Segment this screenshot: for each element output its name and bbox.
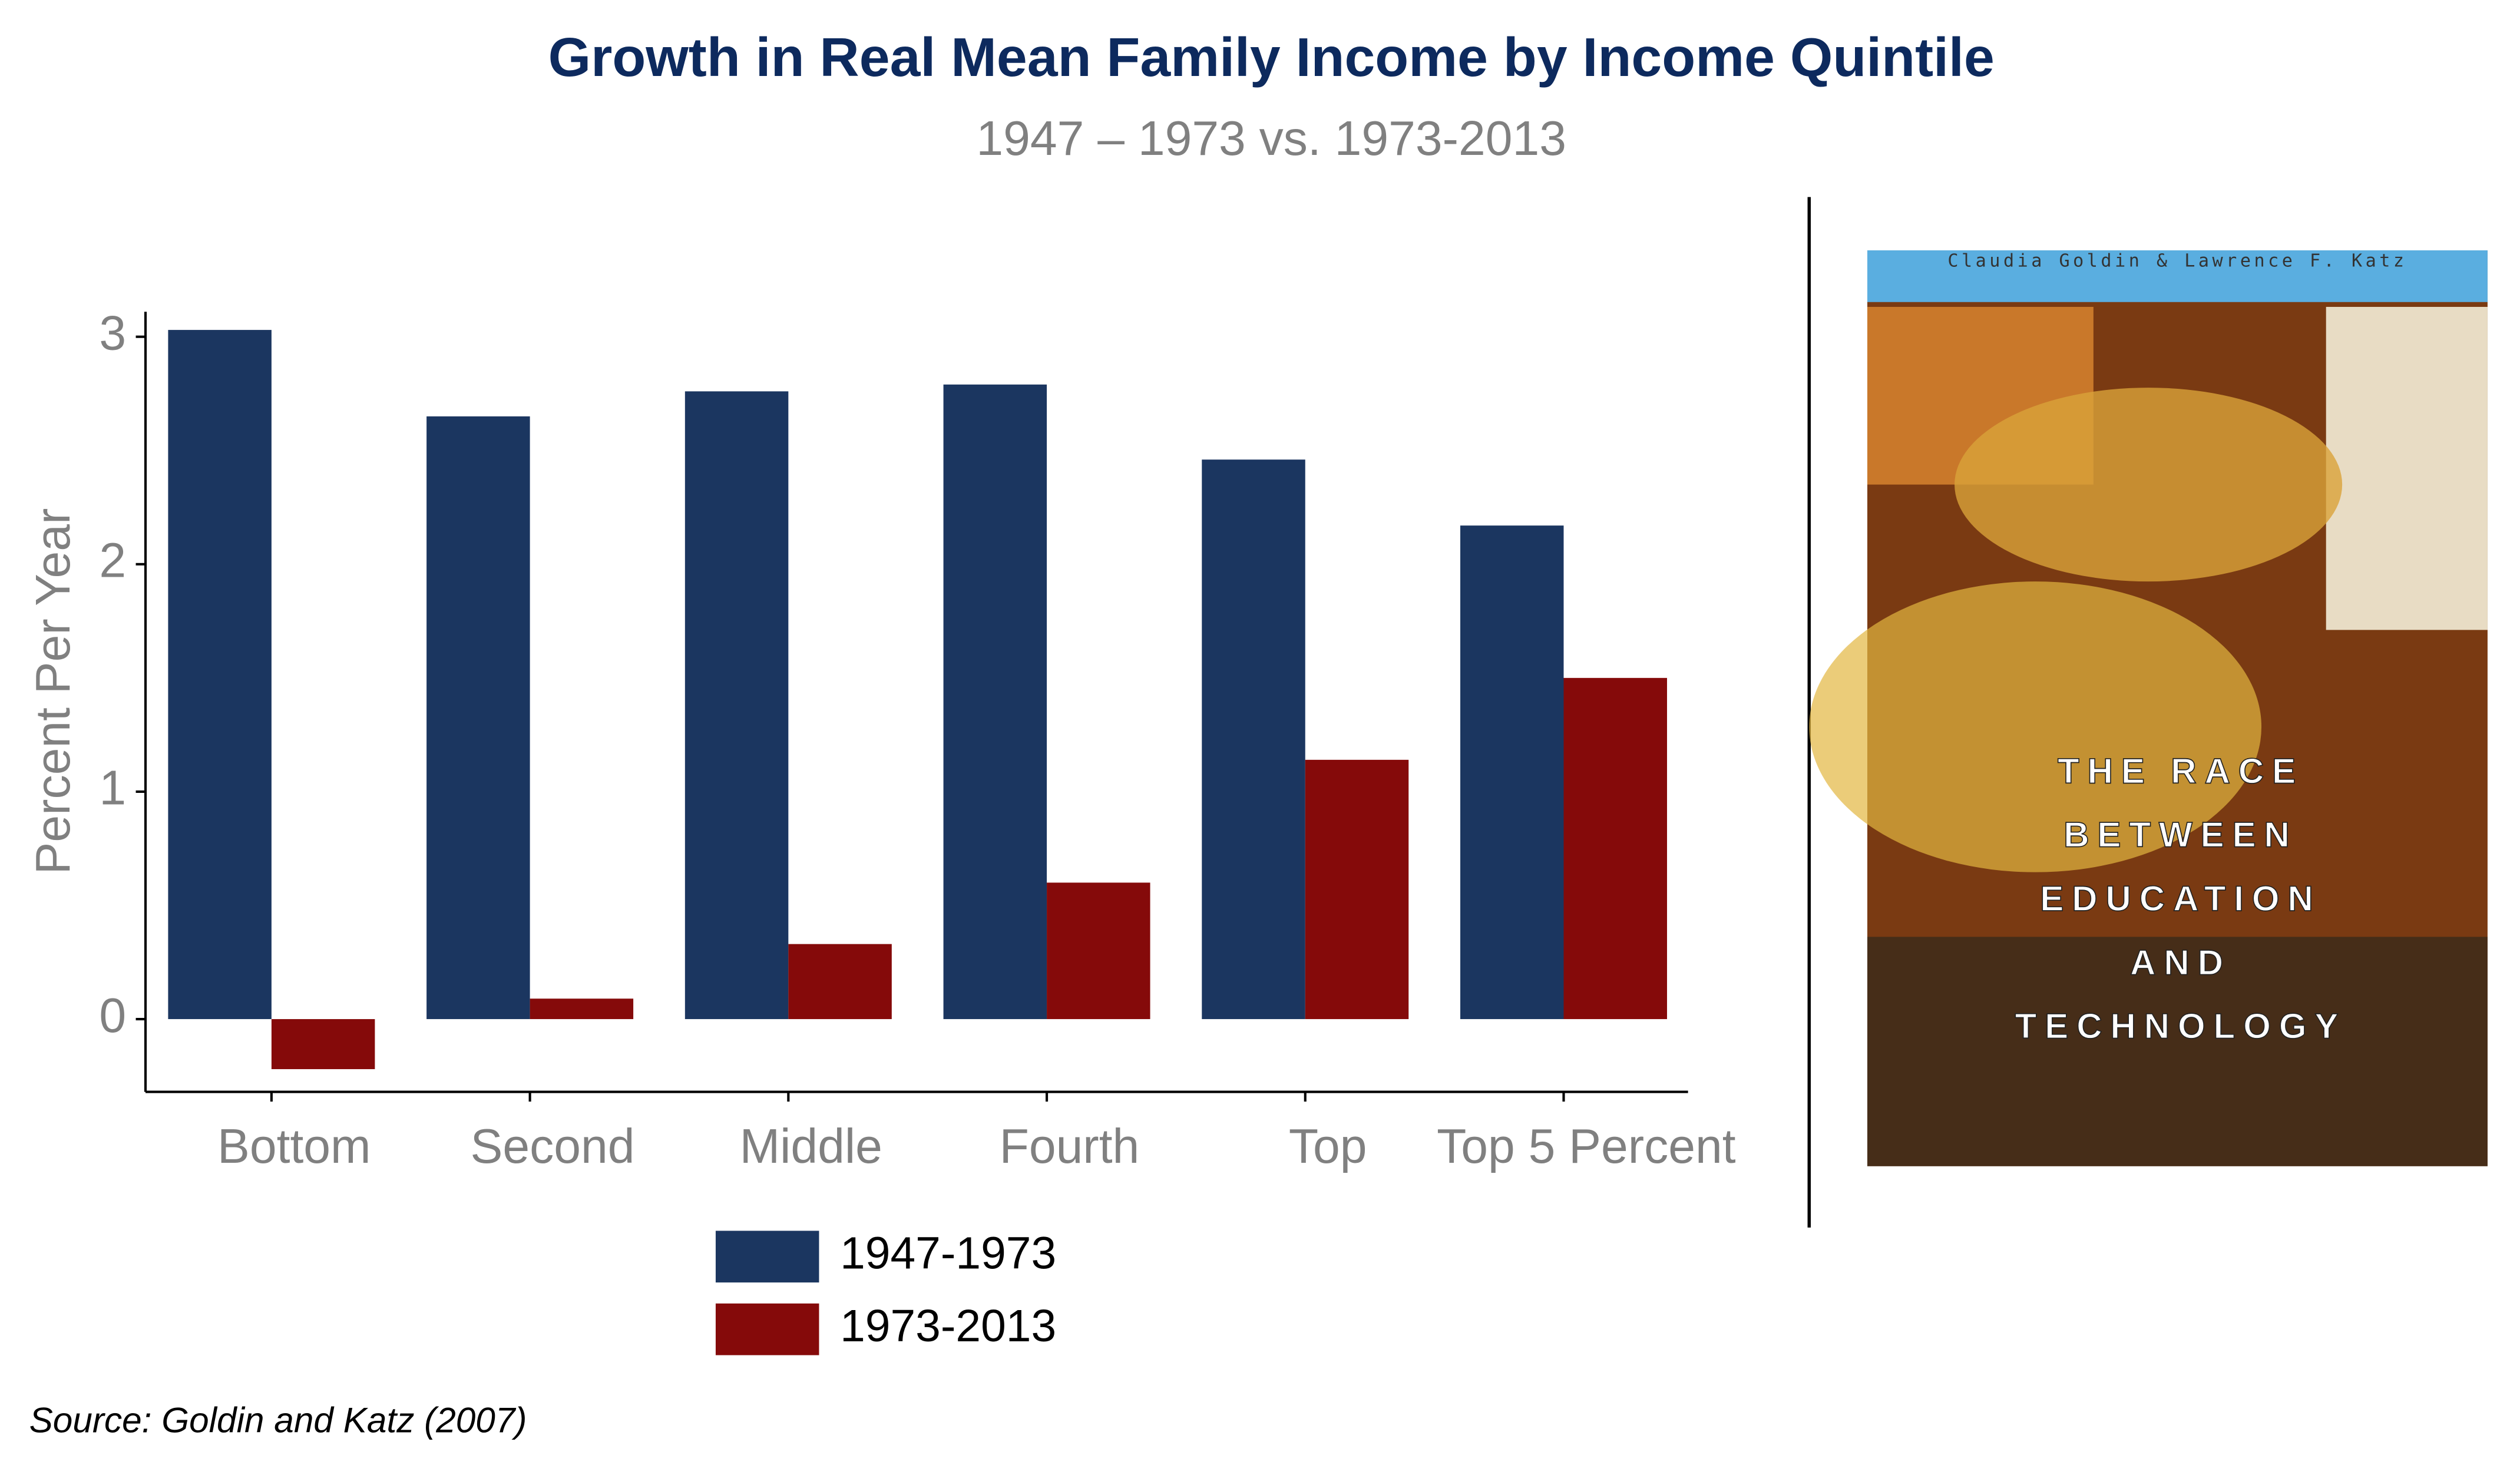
book-title-line: AND <box>2130 942 2231 982</box>
book-title-line: THE RACE <box>2058 750 2304 791</box>
book-title-line: BETWEEN <box>2063 815 2298 855</box>
book-cover: Claudia Goldin & Lawrence F. Katz THE RA… <box>1809 250 2488 1166</box>
y-tick-label: 2 <box>99 534 126 588</box>
source: Source: Goldin and Katz (2007) <box>29 1400 527 1440</box>
bar <box>426 416 530 1020</box>
y-tick-label: 3 <box>99 306 126 360</box>
book-authors: Claudia Goldin & Lawrence F. Katz <box>1947 251 2407 272</box>
bar <box>1563 677 1667 1020</box>
legend-swatch <box>715 1303 819 1355</box>
x-tick-label: Middle <box>740 1120 882 1173</box>
bar <box>1305 759 1409 1020</box>
y-tick-label: 0 <box>99 989 126 1043</box>
bar <box>788 944 892 1020</box>
bar <box>1460 525 1564 1020</box>
x-tick-label: Top <box>1289 1120 1367 1173</box>
y-axis-title: Percent Per Year <box>27 508 80 875</box>
cover-art <box>1809 581 2262 872</box>
x-tick-label: Fourth <box>1000 1120 1140 1173</box>
bar <box>1047 882 1150 1020</box>
legend-label: 1947-1973 <box>840 1229 1056 1279</box>
x-tick-label: Second <box>471 1120 635 1173</box>
chart-title: Growth in Real Mean Family Income by Inc… <box>548 27 1995 88</box>
legend-label: 1973-2013 <box>840 1301 1056 1351</box>
bar <box>943 384 1047 1020</box>
x-tick-label: Bottom <box>217 1120 371 1173</box>
book-title-line: EDUCATION <box>2040 878 2321 918</box>
cover-art <box>2326 306 2488 630</box>
cover-art <box>1955 388 2343 582</box>
cover-band <box>1867 250 2488 302</box>
book-title-line: TECHNOLOGY <box>2015 1006 2347 1046</box>
x-tick-label: Top 5 Percent <box>1437 1120 1736 1173</box>
bar <box>530 998 634 1020</box>
bar <box>271 1019 375 1069</box>
bar <box>1202 459 1305 1020</box>
legend-swatch <box>715 1231 819 1283</box>
chart-subtitle: 1947 – 1973 vs. 1973-2013 <box>976 112 1566 166</box>
bar <box>168 330 272 1020</box>
bar <box>684 391 789 1020</box>
cover-art <box>1867 937 2488 1166</box>
y-tick-label: 1 <box>99 762 126 815</box>
